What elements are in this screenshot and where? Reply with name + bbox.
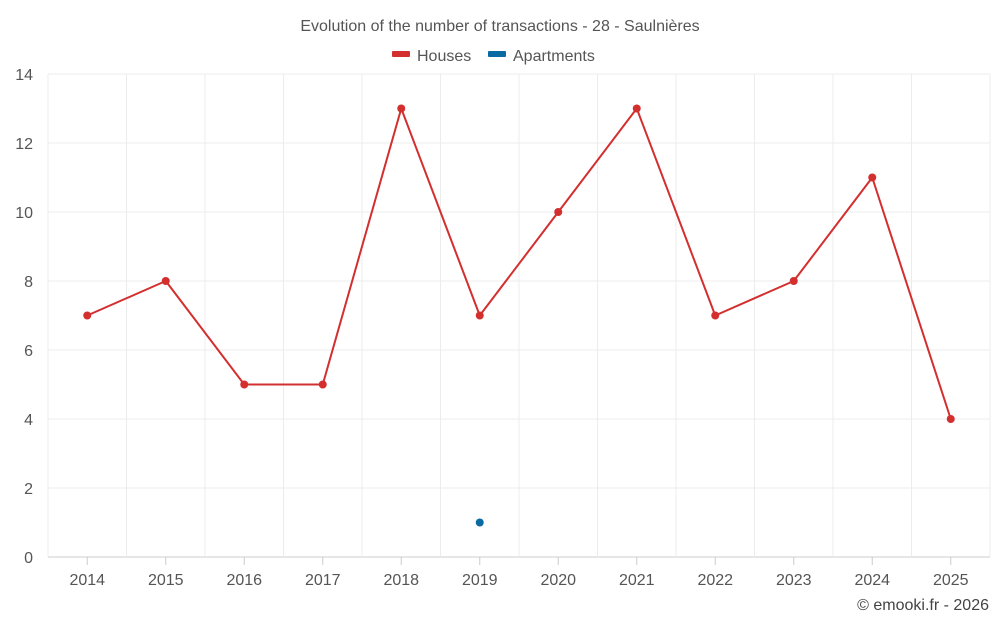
legend-swatch-apartments [488, 51, 506, 57]
data-point-houses[interactable] [946, 415, 955, 423]
y-tick-label: 10 [15, 205, 33, 222]
y-tick-label: 12 [15, 136, 33, 153]
legend-item-apartments[interactable]: Apartments [488, 48, 595, 65]
data-point-houses[interactable] [397, 104, 406, 113]
data-point-houses[interactable] [711, 311, 720, 320]
data-point-houses[interactable] [318, 380, 327, 389]
x-axis-ticks: 2014 2015 2016 2017 2018 2019 2020 2021 2022 2023… [69, 557, 969, 589]
x-tick-label: 2019 [462, 572, 498, 589]
data-point-houses[interactable] [554, 208, 563, 216]
data-point-apartments[interactable] [475, 518, 484, 527]
credit-text: © emooki.fr - 2026 [857, 597, 989, 614]
grid [47, 73, 991, 558]
legend: Houses Apartments [392, 48, 595, 65]
x-tick-label: 2015 [148, 572, 184, 589]
data-point-houses[interactable] [83, 311, 92, 320]
data-point-houses[interactable] [161, 277, 170, 285]
data-point-houses[interactable] [240, 380, 249, 389]
series-houses [83, 104, 955, 423]
x-tick-label: 2024 [854, 572, 890, 589]
y-tick-label: 6 [24, 343, 33, 360]
y-tick-label: 14 [15, 67, 33, 84]
data-point-houses[interactable] [868, 173, 877, 182]
x-tick-label: 2014 [69, 572, 105, 589]
legend-item-houses[interactable]: Houses [392, 48, 471, 65]
legend-label-houses: Houses [417, 48, 471, 65]
y-tick-label: 0 [24, 550, 33, 567]
y-tick-label: 8 [24, 274, 33, 291]
series-line-houses [86, 107, 952, 420]
series-apartments [475, 518, 484, 527]
x-tick-label: 2025 [933, 572, 969, 589]
x-tick-label: 2018 [383, 572, 419, 589]
data-point-houses[interactable] [789, 277, 798, 285]
y-tick-label: 2 [24, 481, 33, 498]
x-tick-label: 2023 [776, 572, 812, 589]
data-point-houses[interactable] [475, 311, 484, 320]
x-tick-label: 2021 [619, 572, 655, 589]
x-tick-label: 2020 [540, 572, 576, 589]
x-tick-label: 2017 [305, 572, 341, 589]
legend-swatch-houses [392, 51, 410, 57]
chart-title: Evolution of the number of transactions … [300, 18, 699, 35]
x-tick-label: 2022 [697, 572, 733, 589]
x-tick-label: 2016 [226, 572, 262, 589]
legend-label-apartments: Apartments [513, 48, 595, 65]
series [83, 104, 955, 527]
y-tick-label: 4 [24, 412, 33, 429]
data-point-houses[interactable] [632, 104, 641, 113]
y-axis-ticks: 0 2 4 6 8 10 12 14 [15, 67, 33, 567]
